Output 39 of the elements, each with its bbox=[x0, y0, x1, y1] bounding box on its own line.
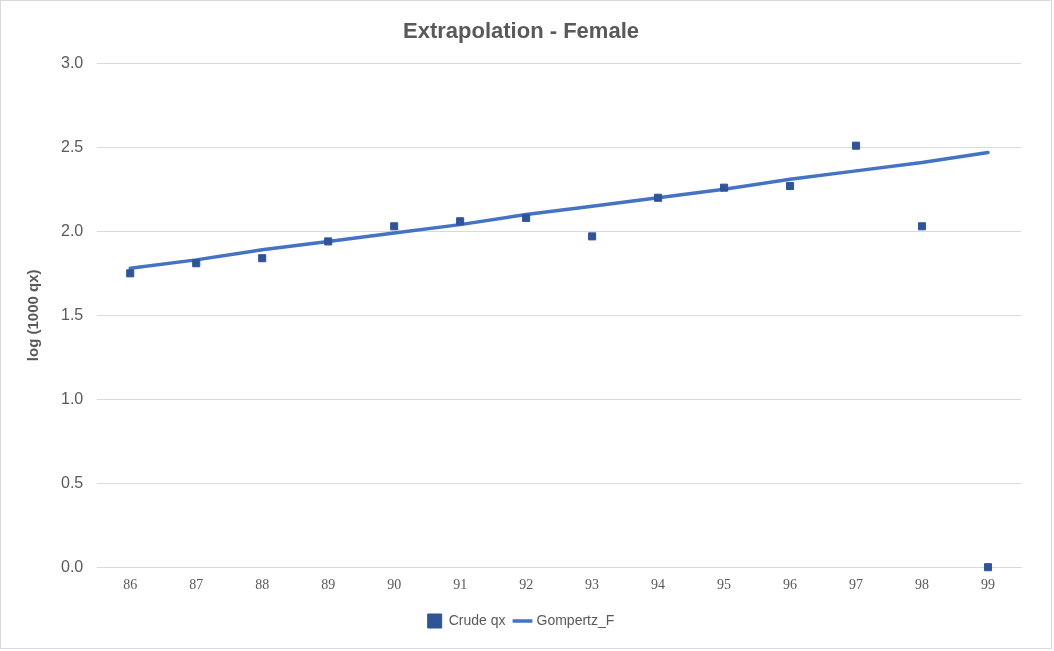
x-tick-label: 96 bbox=[783, 577, 798, 593]
y-tick-label: 1.0 bbox=[60, 389, 84, 407]
x-tick-label: 91 bbox=[453, 577, 468, 593]
y-tick-label: 0.0 bbox=[60, 557, 84, 575]
point bbox=[786, 181, 795, 191]
x-tick-label: 90 bbox=[387, 577, 402, 593]
point bbox=[983, 563, 993, 572]
x-tick-label: 93 bbox=[585, 577, 600, 593]
x-tick-label: 89 bbox=[321, 577, 336, 593]
chart-title: Extrapolation - Female bbox=[403, 18, 639, 44]
point bbox=[324, 237, 333, 246]
x-tick-label: 92 bbox=[519, 577, 534, 593]
y-tick-label: 1.5 bbox=[60, 305, 84, 323]
point bbox=[456, 217, 465, 226]
point bbox=[126, 269, 135, 278]
x-tick-label: 94 bbox=[651, 577, 666, 593]
point bbox=[917, 222, 927, 231]
legend-label: Crude qx bbox=[448, 611, 506, 628]
point bbox=[852, 141, 861, 150]
x-tick-label: 99 bbox=[981, 577, 996, 593]
x-tick-label: 87 bbox=[189, 577, 204, 593]
point bbox=[192, 259, 201, 268]
y-axis-title: log (1000 qx) bbox=[24, 269, 42, 362]
point bbox=[720, 183, 729, 192]
y-tick-label: 3.0 bbox=[60, 53, 84, 71]
point bbox=[588, 232, 597, 241]
y-tick-label: 0.5 bbox=[60, 473, 84, 491]
x-tick-label: 97 bbox=[849, 577, 864, 593]
point bbox=[390, 222, 399, 231]
point bbox=[654, 193, 663, 202]
x-tick-label: 98 bbox=[915, 577, 930, 593]
x-tick-label: 95 bbox=[717, 577, 732, 593]
y-tick-label: 2.5 bbox=[60, 137, 84, 155]
x-tick-label: 86 bbox=[123, 577, 138, 593]
point bbox=[522, 213, 531, 222]
y-tick-label: 2.0 bbox=[60, 221, 84, 239]
legend-label: Gompertz_F bbox=[536, 611, 615, 628]
point bbox=[258, 254, 267, 263]
x-tick-label: 88 bbox=[255, 577, 270, 593]
